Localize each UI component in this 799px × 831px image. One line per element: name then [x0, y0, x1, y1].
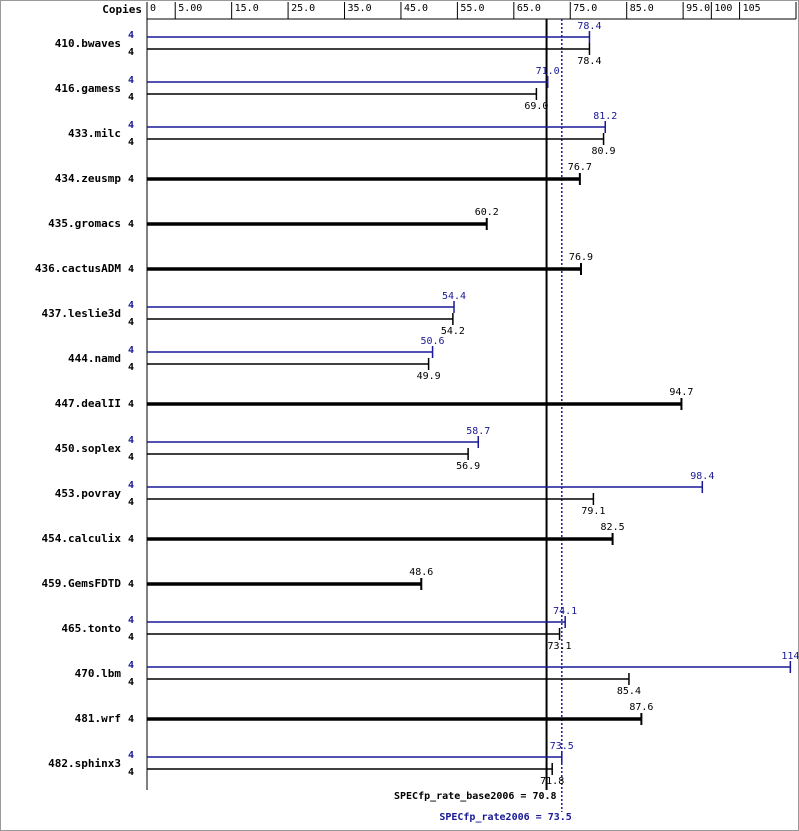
- copies-label: 4: [128, 615, 134, 626]
- value-label: 79.1: [581, 506, 605, 517]
- value-label: 114: [781, 651, 799, 662]
- copies-label: 4: [128, 399, 134, 410]
- x-tick-label: 75.0: [573, 3, 597, 14]
- benchmark-name: 470.lbm: [75, 667, 122, 680]
- x-tick-label: 55.0: [460, 3, 484, 14]
- value-label: 82.5: [601, 522, 625, 533]
- value-label: 54.4: [442, 291, 466, 302]
- value-label: 48.6: [409, 567, 433, 578]
- benchmark-name: 447.dealII: [55, 397, 121, 410]
- value-label: 56.9: [456, 461, 480, 472]
- benchmark-name: 459.GemsFDTD: [42, 577, 122, 590]
- x-tick-label: 105: [743, 3, 761, 14]
- copies-label: 4: [128, 497, 134, 508]
- copies-label: 4: [128, 137, 134, 148]
- value-label: 74.1: [553, 606, 577, 617]
- copies-label: 4: [128, 362, 134, 373]
- x-tick-label: 85.0: [630, 3, 654, 14]
- copies-label: 4: [128, 174, 134, 185]
- x-tick-label: 5.00: [178, 3, 202, 14]
- value-label: 73.5: [550, 741, 574, 752]
- value-label: 78.4: [577, 56, 601, 67]
- copies-label: 4: [128, 75, 134, 86]
- benchmark-name: 436.cactusADM: [35, 262, 121, 275]
- benchmark-name: 433.milc: [68, 127, 121, 140]
- benchmark-name: 435.gromacs: [48, 217, 121, 230]
- copies-label: 4: [128, 435, 134, 446]
- benchmark-name: 465.tonto: [61, 622, 121, 635]
- value-label: 76.9: [569, 252, 593, 263]
- reference-label: SPECfp_rate_base2006 = 70.8: [394, 791, 557, 802]
- value-label: 87.6: [629, 702, 653, 713]
- copies-label: 4: [128, 219, 134, 230]
- copies-label: 4: [128, 534, 134, 545]
- copies-label: 4: [128, 300, 134, 311]
- copies-label: 4: [128, 317, 134, 328]
- x-tick-label: 45.0: [404, 3, 428, 14]
- benchmark-name: 444.namd: [68, 352, 121, 365]
- value-label: 54.2: [441, 326, 465, 337]
- x-tick-label: 25.0: [291, 3, 315, 14]
- value-label: 80.9: [592, 146, 616, 157]
- x-tick-label: 95.0: [686, 3, 710, 14]
- copies-label: 4: [128, 264, 134, 275]
- copies-label: 4: [128, 579, 134, 590]
- benchmark-name: 481.wrf: [75, 712, 121, 725]
- x-tick-label: 0: [150, 3, 156, 14]
- reference-label: SPECfp_rate2006 = 73.5: [439, 812, 571, 823]
- value-label: 81.2: [593, 111, 617, 122]
- x-tick-label: 15.0: [235, 3, 259, 14]
- value-label: 78.4: [577, 21, 601, 32]
- copies-label: 4: [128, 660, 134, 671]
- copies-label: 4: [128, 480, 134, 491]
- value-label: 50.6: [421, 336, 445, 347]
- value-label: 71.8: [540, 776, 564, 787]
- value-label: 98.4: [690, 471, 714, 482]
- x-tick-label: 100: [714, 3, 732, 14]
- value-label: 49.9: [417, 371, 441, 382]
- benchmark-name: 437.leslie3d: [42, 307, 121, 320]
- value-label: 85.4: [617, 686, 641, 697]
- value-label: 60.2: [475, 207, 499, 218]
- benchmark-name: 434.zeusmp: [55, 172, 122, 185]
- copies-label: 4: [128, 750, 134, 761]
- value-label: 76.7: [568, 162, 592, 173]
- copies-label: 4: [128, 120, 134, 131]
- benchmark-name: 482.sphinx3: [48, 757, 121, 770]
- value-label: 58.7: [466, 426, 490, 437]
- benchmark-name: 416.gamess: [55, 82, 121, 95]
- value-label: 69.0: [524, 101, 548, 112]
- x-tick-label: 35.0: [348, 3, 372, 14]
- copies-label: 4: [128, 677, 134, 688]
- copies-header: Copies: [102, 3, 142, 16]
- benchmark-name: 410.bwaves: [55, 37, 121, 50]
- copies-label: 4: [128, 47, 134, 58]
- copies-label: 4: [128, 452, 134, 463]
- benchmark-name: 453.povray: [55, 487, 122, 500]
- value-label: 71.0: [536, 66, 560, 77]
- benchmark-name: 450.soplex: [55, 442, 122, 455]
- copies-label: 4: [128, 345, 134, 356]
- copies-label: 4: [128, 92, 134, 103]
- copies-label: 4: [128, 767, 134, 778]
- copies-label: 4: [128, 632, 134, 643]
- copies-label: 4: [128, 30, 134, 41]
- copies-label: 4: [128, 714, 134, 725]
- benchmark-name: 454.calculix: [42, 532, 122, 545]
- value-label: 73.1: [547, 641, 571, 652]
- value-label: 94.7: [669, 387, 693, 398]
- x-tick-label: 65.0: [517, 3, 541, 14]
